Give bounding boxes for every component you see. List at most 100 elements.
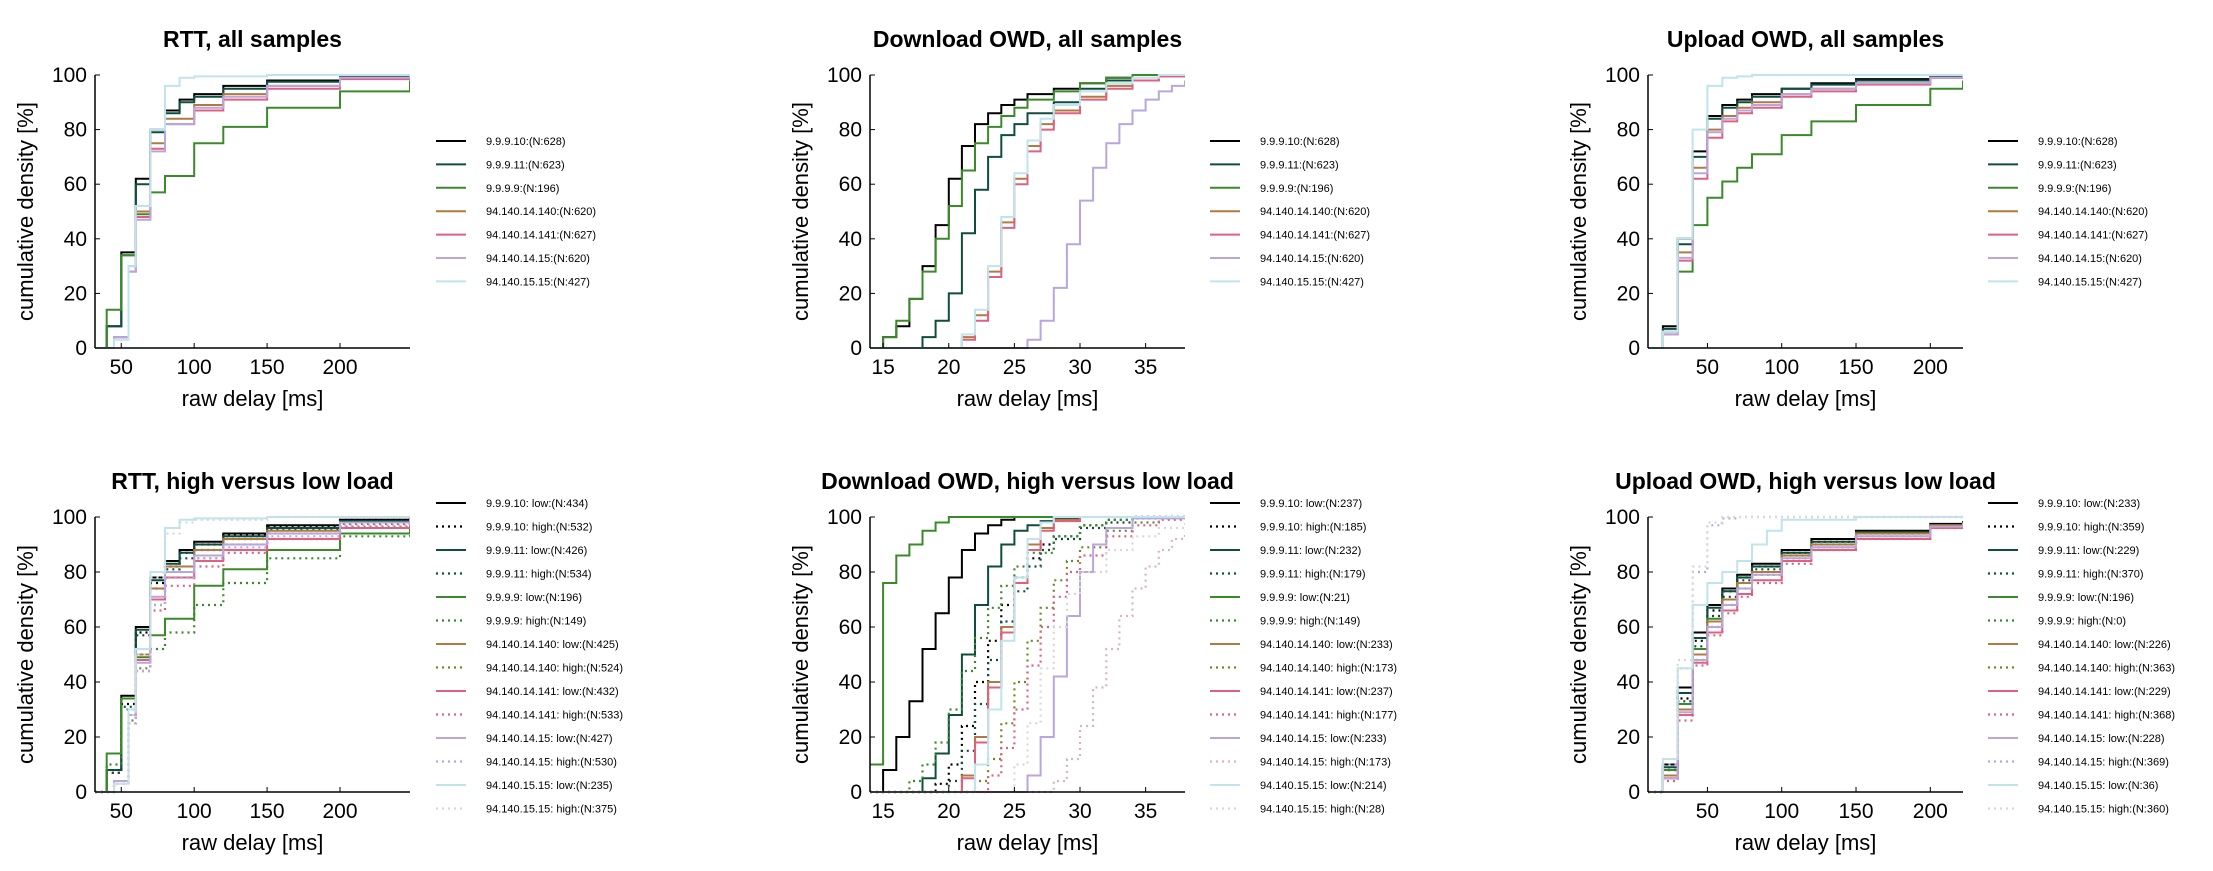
legend-entry: 94.140.14.141: low:(N:237) <box>1260 686 1393 698</box>
legend-entry: 94.140.14.15: low:(N:228) <box>2038 733 2165 745</box>
y-tick-label: 0 <box>1628 781 1640 804</box>
y-tick-label: 0 <box>850 781 862 804</box>
legend-entry: 94.140.14.141: low:(N:432) <box>486 686 619 698</box>
series-group <box>870 515 1185 794</box>
x-tick-label: 15 <box>871 800 894 823</box>
series-line-12 <box>870 530 1185 794</box>
chart-panel-4: RTT, high versus low load 50 100 150 200 0 20 4… <box>13 468 623 855</box>
y-tick-label: 80 <box>839 119 862 142</box>
legend-entry: 9.9.9.10: high:(N:532) <box>486 522 592 534</box>
x-tick-label: 150 <box>250 800 285 823</box>
legend-entry: 9.9.9.11:(N:623) <box>486 159 565 171</box>
legend-entry: 9.9.9.11: low:(N:426) <box>486 545 587 557</box>
legend-entry: 94.140.14.140:(N:620) <box>486 206 596 218</box>
legend-entry: 94.140.14.141:(N:627) <box>1260 230 1370 242</box>
legend: 9.9.9.10: low:(N:434) 9.9.9.10: high:(N:5… <box>436 498 623 816</box>
legend-entry: 94.140.15.15: low:(N:235) <box>486 780 613 792</box>
legend-entry: 94.140.14.15:(N:620) <box>2038 253 2142 265</box>
y-axis-label: cumulative density [%] <box>788 102 813 321</box>
y-tick-label: 20 <box>64 282 87 305</box>
x-tick-label: 20 <box>937 356 960 379</box>
legend-entry: 9.9.9.9: high:(N:149) <box>1260 616 1360 628</box>
y-tick-label: 80 <box>1617 561 1640 584</box>
legend-entry: 94.140.14.15: low:(N:427) <box>486 733 613 745</box>
series-line-4 <box>95 517 410 794</box>
y-tick-label: 60 <box>1617 616 1640 639</box>
y-tick-label: 60 <box>64 616 87 639</box>
chart-panel-2: Download OWD, all samples 15 20 25 30 35 0 20 40… <box>788 26 1370 411</box>
legend-entry: 9.9.9.9:(N:196) <box>486 183 559 195</box>
legend-entry: 9.9.9.9: low:(N:196) <box>486 592 582 604</box>
y-tick-label: 40 <box>64 671 87 694</box>
legend-entry: 94.140.14.141:(N:627) <box>486 230 596 242</box>
legend-entry: 94.140.14.140: high:(N:363) <box>2038 663 2175 675</box>
x-tick-label: 150 <box>1838 356 1873 379</box>
series-line-1 <box>1648 75 1963 349</box>
series-line-11 <box>870 517 1185 793</box>
x-tick-label: 100 <box>177 800 212 823</box>
x-tick-label: 15 <box>871 356 894 379</box>
chart-title: Upload OWD, high versus low load <box>1615 468 1996 494</box>
series-line-2 <box>1648 75 1963 349</box>
x-tick-label: 200 <box>322 800 357 823</box>
legend-entry: 94.140.14.15: high:(N:369) <box>2038 757 2169 769</box>
series-line-7 <box>1648 74 1963 349</box>
legend-entry: 94.140.14.141: high:(N:177) <box>1260 710 1397 722</box>
x-tick-label: 25 <box>1003 800 1026 823</box>
x-axis-label: raw delay [ms] <box>182 386 324 411</box>
y-tick-label: 100 <box>827 506 862 529</box>
legend: 9.9.9.10:(N:628) 9.9.9.11:(N:623) 9.9.9.9:… <box>1988 136 2148 288</box>
series-line-2 <box>870 74 1185 349</box>
legend-entry: 9.9.9.11:(N:623) <box>2038 159 2117 171</box>
series-line-10 <box>1648 525 1963 794</box>
legend-entry: 94.140.14.141: high:(N:368) <box>2038 710 2175 722</box>
legend-entry: 9.9.9.10:(N:628) <box>486 136 566 148</box>
x-tick-label: 100 <box>1764 356 1799 379</box>
y-tick-label: 80 <box>839 561 862 584</box>
series-line-3 <box>870 516 1185 793</box>
legend-entry: 9.9.9.10: low:(N:233) <box>2038 498 2140 510</box>
x-axis-label: raw delay [ms] <box>957 830 1099 855</box>
legend-entry: 9.9.9.9:(N:196) <box>2038 183 2111 195</box>
y-tick-label: 20 <box>839 282 862 305</box>
legend-entry: 94.140.14.15:(N:620) <box>486 253 590 265</box>
series-line-13 <box>870 516 1185 793</box>
legend-entry: 94.140.14.15: high:(N:173) <box>1260 757 1391 769</box>
legend-entry: 94.140.14.15: high:(N:530) <box>486 757 617 769</box>
y-tick-label: 40 <box>64 228 87 251</box>
series-line-5 <box>1648 75 1963 349</box>
legend-entry: 94.140.15.15:(N:427) <box>2038 276 2142 288</box>
y-tick-label: 0 <box>850 337 862 360</box>
series-line-5 <box>870 516 1185 766</box>
y-tick-label: 100 <box>1605 506 1640 529</box>
y-axis-label: cumulative density [%] <box>788 545 813 764</box>
legend-entry: 94.140.15.15: high:(N:375) <box>486 804 617 816</box>
y-tick-label: 40 <box>1617 671 1640 694</box>
legend-entry: 9.9.9.10:(N:628) <box>2038 136 2118 148</box>
x-tick-label: 100 <box>1764 800 1799 823</box>
series-group <box>870 74 1185 349</box>
legend-entry: 94.140.14.141:(N:627) <box>2038 230 2148 242</box>
y-tick-label: 60 <box>839 616 862 639</box>
series-line-13 <box>95 516 410 793</box>
y-axis-label: cumulative density [%] <box>13 102 38 321</box>
chart-title: Download OWD, high versus low load <box>821 468 1234 494</box>
chart-title: Download OWD, all samples <box>873 26 1182 52</box>
legend-entry: 9.9.9.11: high:(N:534) <box>486 569 592 581</box>
legend: 9.9.9.10:(N:628) 9.9.9.11:(N:623) 9.9.9.9:… <box>1210 136 1370 288</box>
legend-entry: 94.140.14.140:(N:620) <box>1260 206 1370 218</box>
legend-entry: 9.9.9.10:(N:628) <box>1260 136 1340 148</box>
chart-title: RTT, high versus low load <box>111 468 393 494</box>
y-tick-label: 20 <box>839 726 862 749</box>
series-line-14 <box>870 522 1185 794</box>
legend-entry: 9.9.9.9: high:(N:149) <box>486 616 586 628</box>
x-axis-label: raw delay [ms] <box>1735 386 1877 411</box>
legend-entry: 94.140.14.15:(N:620) <box>1260 253 1364 265</box>
x-tick-label: 20 <box>937 800 960 823</box>
y-tick-label: 40 <box>1617 228 1640 251</box>
chart-title: Upload OWD, all samples <box>1667 26 1944 52</box>
legend-entry: 94.140.14.141: high:(N:533) <box>486 710 623 722</box>
x-axis-label: raw delay [ms] <box>1735 830 1877 855</box>
series-line-3 <box>95 80 410 349</box>
